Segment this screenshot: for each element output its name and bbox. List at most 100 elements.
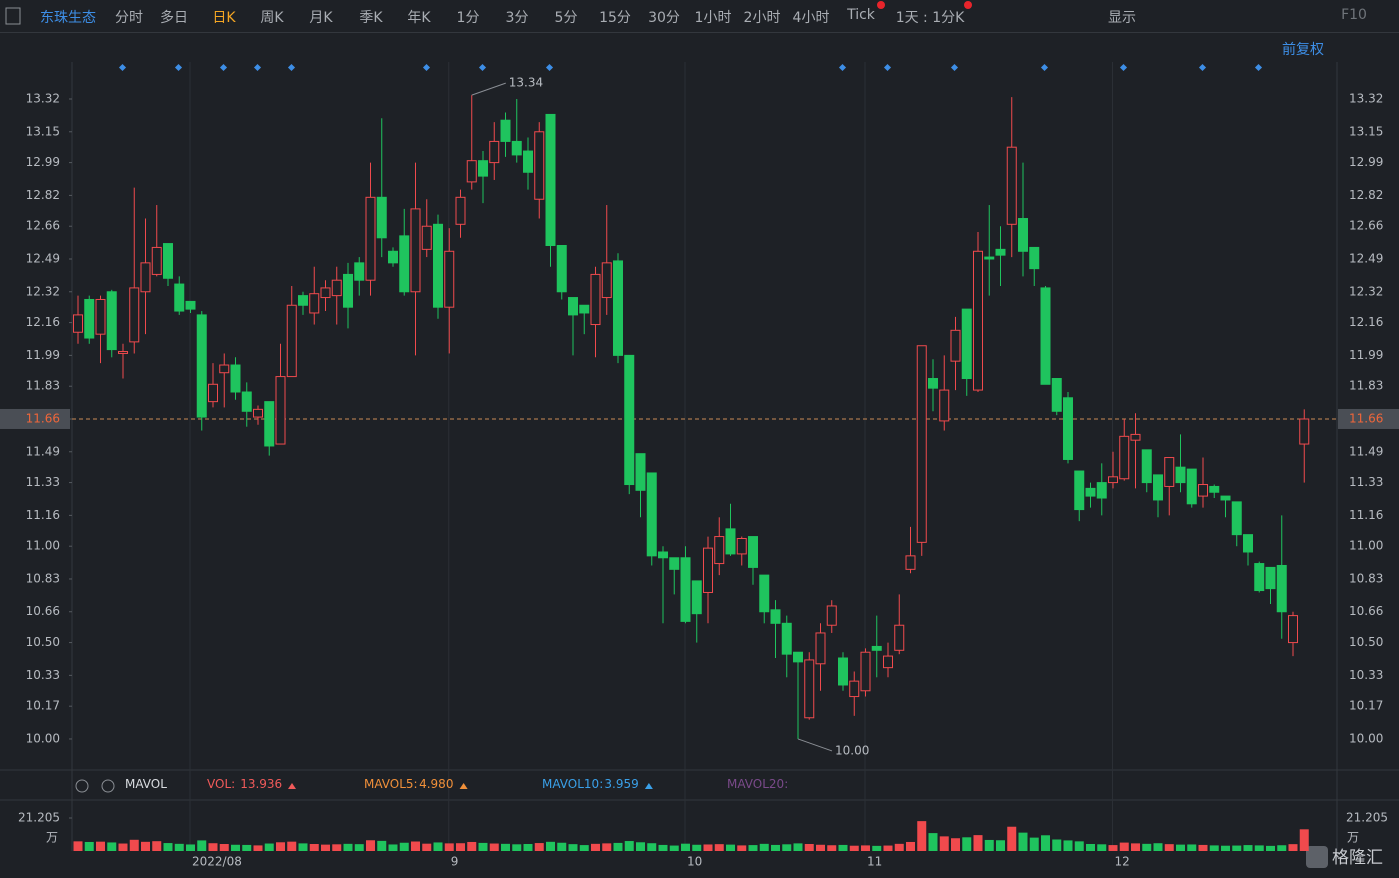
- volume-bar: [1198, 844, 1208, 851]
- volume-bar: [208, 843, 218, 851]
- y-tick-label: 11.99: [26, 348, 60, 362]
- candle-body: [1153, 474, 1163, 501]
- candle-body: [354, 262, 365, 281]
- candle-body: [1288, 615, 1298, 644]
- candle-body: [838, 657, 848, 686]
- candle-body: [1254, 563, 1265, 592]
- volume-bar: [1277, 845, 1287, 851]
- volume-bar: [197, 840, 207, 851]
- candle-body: [444, 250, 455, 308]
- display-menu[interactable]: 显示: [1108, 10, 1136, 26]
- candle-body: [500, 119, 511, 142]
- y-tick-label: 10.83: [26, 571, 60, 585]
- y-tick-label-right: 10.83: [1349, 571, 1383, 585]
- volume-bar: [377, 840, 387, 851]
- candle-body: [1029, 246, 1040, 270]
- candle-body: [579, 304, 590, 314]
- volume-bar: [1299, 829, 1309, 851]
- toolbar: 东珠生态 1天 : 1分K 显示 F10 分时 多日 日K 周K 月K 季K 年K 1分 3分 5…: [0, 0, 1399, 33]
- period-tab[interactable]: 日K: [212, 10, 236, 26]
- adjust-button[interactable]: 前复权: [1282, 42, 1324, 58]
- volume-bar: [73, 841, 83, 851]
- volume-bar: [84, 841, 94, 851]
- y-tick-label: 11.49: [26, 444, 60, 458]
- candle-body: [140, 262, 151, 293]
- event-marker[interactable]: [422, 63, 431, 72]
- stock-name[interactable]: 东珠生态: [40, 10, 96, 26]
- volume-bar: [591, 843, 600, 851]
- event-marker[interactable]: [838, 63, 847, 72]
- y-tick-label: 12.82: [26, 188, 60, 202]
- volume-bar: [1097, 844, 1107, 851]
- period-tab[interactable]: 30分: [648, 10, 680, 26]
- period-tab[interactable]: 3分: [505, 10, 529, 26]
- event-marker[interactable]: [1040, 63, 1049, 72]
- sidebar-toggle[interactable]: [5, 7, 21, 25]
- volume-bar: [287, 841, 297, 851]
- volume-bar: [771, 844, 780, 851]
- candle-body: [714, 536, 725, 565]
- event-marker[interactable]: [253, 63, 262, 72]
- event-marker[interactable]: [287, 63, 296, 72]
- period-tab[interactable]: 年K: [407, 10, 431, 26]
- volume-bar: [1086, 843, 1095, 851]
- candle-body: [781, 622, 792, 655]
- event-marker[interactable]: [478, 63, 487, 72]
- volume-bar: [354, 844, 364, 851]
- candle-body: [286, 304, 297, 378]
- settings-icon[interactable]: [75, 779, 89, 793]
- event-marker[interactable]: [950, 63, 959, 72]
- volume-bar: [1041, 835, 1050, 851]
- close-icon[interactable]: [101, 779, 115, 793]
- candle-body: [106, 291, 117, 351]
- volume-bar: [478, 842, 488, 851]
- volume-bar: [1063, 840, 1073, 851]
- candle-body: [1243, 534, 1253, 553]
- event-marker[interactable]: [883, 63, 892, 72]
- volume-bar: [759, 843, 769, 851]
- period-tab[interactable]: 15分: [599, 10, 631, 26]
- candle-body: [928, 378, 938, 389]
- period-tab[interactable]: 周K: [260, 10, 284, 26]
- candle-body: [163, 243, 173, 279]
- candle-body: [950, 329, 961, 362]
- x-tick-label: 12: [1115, 855, 1130, 869]
- period-tab[interactable]: Tick: [847, 7, 875, 23]
- candle-body: [1164, 457, 1175, 487]
- period-tab[interactable]: 1分: [456, 10, 480, 26]
- f10-button[interactable]: F10: [1341, 7, 1367, 23]
- candle-body: [916, 345, 927, 543]
- candle-body: [1108, 476, 1118, 484]
- volume-bar: [849, 845, 859, 851]
- period-tab[interactable]: 分时: [115, 10, 143, 26]
- candle-body: [736, 537, 747, 555]
- candle-body: [601, 262, 612, 299]
- event-marker[interactable]: [1198, 63, 1207, 72]
- period-tab[interactable]: 多日: [160, 10, 188, 26]
- candle-body: [748, 536, 758, 568]
- y-tick-label: 10.17: [26, 699, 60, 713]
- volume-bar: [737, 845, 747, 851]
- period-tab[interactable]: 月K: [309, 10, 333, 26]
- period-tab[interactable]: 季K: [359, 10, 383, 26]
- event-marker[interactable]: [118, 63, 127, 72]
- volume-bar: [1266, 845, 1275, 851]
- event-marker[interactable]: [545, 63, 554, 72]
- x-tick-label: 2022/08: [192, 855, 242, 869]
- volume-bar: [1029, 837, 1039, 851]
- indicator-label: MAVOL10:: [542, 777, 604, 791]
- event-marker[interactable]: [219, 63, 228, 72]
- period-tab[interactable]: 4小时: [792, 10, 830, 26]
- period-tab[interactable]: 2小时: [743, 10, 781, 26]
- candle-body: [804, 659, 815, 719]
- event-marker[interactable]: [1119, 63, 1128, 72]
- event-marker[interactable]: [174, 63, 183, 72]
- volume-bar: [714, 844, 724, 851]
- interval-select[interactable]: 1天 : 1分K: [895, 10, 965, 26]
- period-tab[interactable]: 1小时: [694, 10, 732, 26]
- event-marker[interactable]: [1254, 63, 1263, 72]
- period-tab[interactable]: 5分: [554, 10, 578, 26]
- volume-bar: [906, 841, 915, 851]
- indicator-name[interactable]: MAVOL: [125, 777, 167, 791]
- candle-body: [545, 113, 556, 247]
